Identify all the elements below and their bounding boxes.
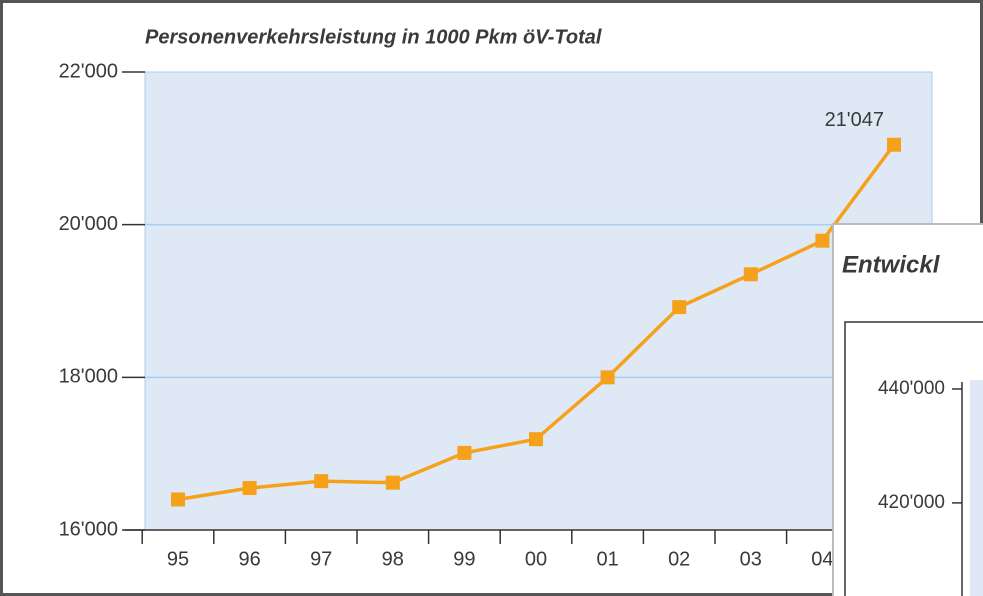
marker [672,300,687,315]
x-tick-label: 01 [596,548,618,570]
x-tick-label: 04 [811,548,833,570]
y-tick-label: 20'000 [59,213,118,235]
y-tick-label: 22'000 [59,60,118,82]
x-tick-label: 02 [668,548,690,570]
overlay-plot-area [970,380,983,596]
y-tick-label: 420'000 [878,492,945,513]
x-tick-label: 97 [310,548,332,570]
marker [457,445,472,460]
y-tick-label: 18'000 [59,366,118,388]
overlay-chart: 420'000 440'000 [878,378,962,513]
x-tick-label: 98 [382,548,404,570]
value-label: 21'047 [825,109,884,131]
marker [242,481,257,496]
marker [314,474,329,489]
marker [743,267,758,282]
x-tick-label: 96 [238,548,260,570]
x-tick-label: 00 [525,548,547,570]
y-tick-label: 16'000 [59,518,118,540]
x-tick-label: 03 [740,548,762,570]
y-tick-label: 440'000 [878,378,945,399]
marker [600,370,615,385]
overlay-box [844,321,983,596]
plot-area [144,71,933,531]
x-tick-label: 95 [167,548,189,570]
x-tick-label: 99 [453,548,475,570]
overlay-title: Entwickl [842,251,941,278]
main-chart: 16'000 18'000 20'000 22'000 95 96 97 98 99 00 01 02… [59,60,932,570]
marker [385,475,400,490]
chart-title: Personenverkehrsleistung in 1000 Pkm öV-… [145,26,602,48]
marker [887,137,901,152]
marker [815,233,830,248]
marker [171,492,185,507]
marker [529,432,543,447]
